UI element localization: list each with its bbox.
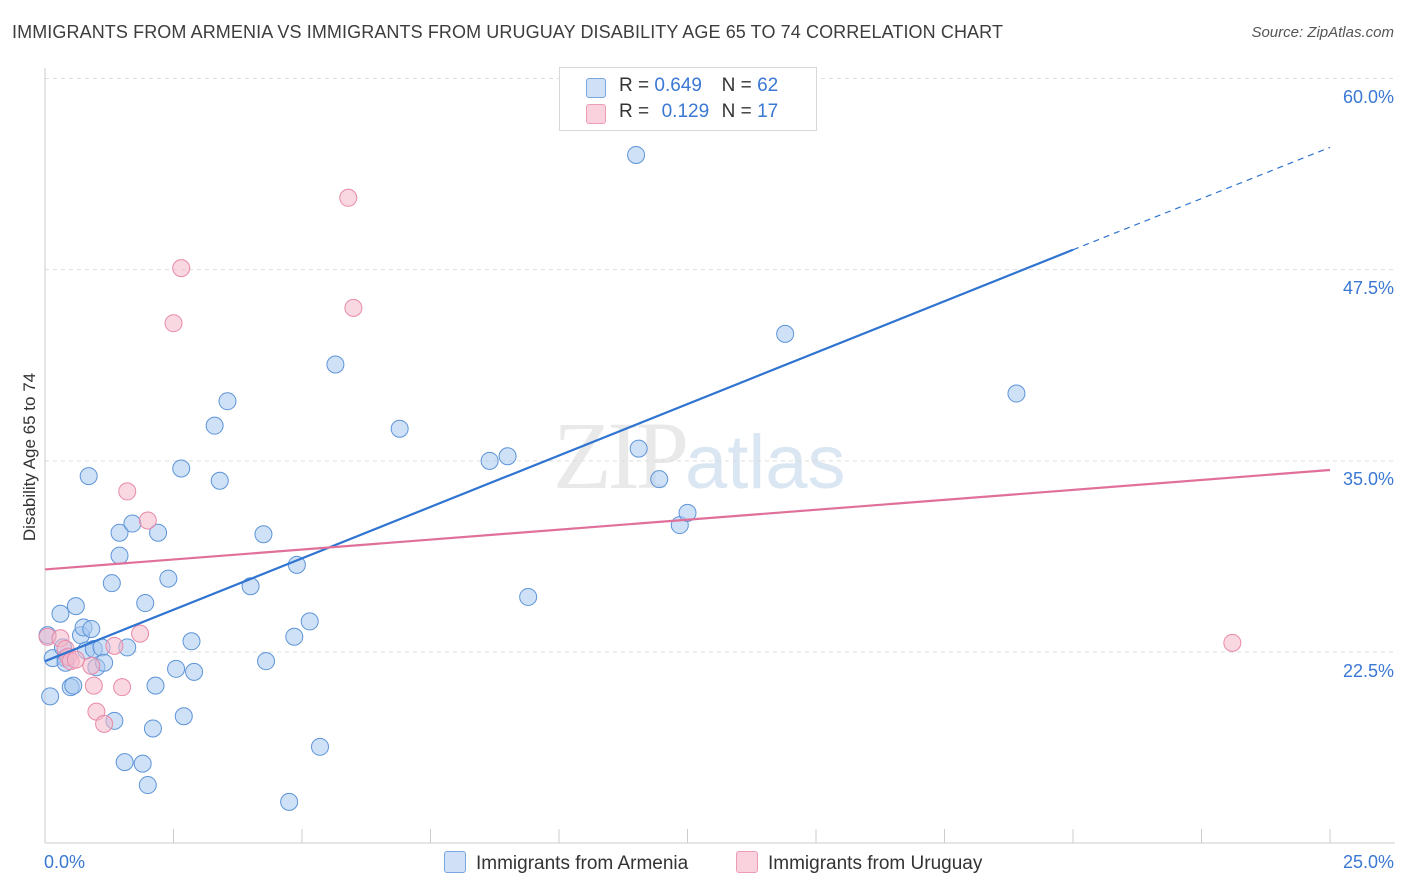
- armenia-point: [254, 525, 273, 544]
- legend-r-label: R =: [619, 75, 650, 96]
- armenia-point: [143, 719, 162, 738]
- armenia-point: [167, 659, 186, 678]
- armenia-point: [146, 676, 165, 695]
- watermark-zip: ZIP: [553, 402, 689, 509]
- armenia-point: [650, 470, 669, 489]
- uruguay-point: [138, 511, 157, 530]
- armenia-point: [627, 145, 646, 164]
- armenia-point: [66, 597, 85, 616]
- armenia-point: [498, 447, 517, 466]
- y-tick-label-35: 35.0%: [1342, 469, 1394, 489]
- armenia-point: [678, 503, 697, 522]
- armenia-point: [136, 594, 155, 613]
- x-tick-label-max: 25.0%: [1342, 852, 1394, 872]
- uruguay-point: [131, 624, 150, 643]
- armenia-point: [79, 467, 98, 486]
- uruguay-trendline: [44, 468, 1331, 571]
- armenia-point: [519, 587, 538, 606]
- y-tick-label-47-5: 47.5%: [1342, 278, 1394, 298]
- armenia-point: [210, 471, 229, 490]
- legend-n-label: N =: [721, 75, 752, 96]
- armenia-point: [110, 546, 129, 565]
- uruguay-point: [84, 676, 103, 695]
- armenia-point: [185, 662, 204, 681]
- armenia-point: [300, 612, 319, 631]
- legend-r-value: 0.129: [661, 101, 710, 122]
- y-tick-label-22-5: 22.5%: [1342, 661, 1394, 681]
- legend-text-armenia: R = 0.649 N = 62: [619, 75, 778, 97]
- uruguay-point: [113, 678, 132, 697]
- armenia-point: [64, 676, 83, 695]
- watermark: ZIPatlas: [553, 400, 846, 511]
- uruguay-point: [164, 314, 183, 333]
- bottom-legend-armenia: Immigrants from Armenia: [444, 851, 688, 875]
- armenia-point: [285, 627, 304, 646]
- armenia-point: [218, 392, 237, 411]
- armenia-point: [776, 324, 795, 343]
- armenia-point: [205, 416, 224, 435]
- armenia-point: [159, 569, 178, 588]
- uruguay-point: [105, 636, 124, 655]
- uruguay-point: [172, 259, 191, 278]
- uruguay-point: [95, 714, 114, 733]
- uruguay-point: [82, 656, 101, 675]
- watermark-atlas: atlas: [685, 420, 846, 505]
- armenia-point: [82, 620, 101, 639]
- legend-swatch-armenia: [586, 78, 606, 98]
- armenia-point: [172, 459, 191, 478]
- armenia-point: [629, 439, 648, 458]
- bottom-legend-label-armenia: Immigrants from Armenia: [476, 853, 689, 874]
- armenia-point: [257, 652, 276, 671]
- uruguay-point: [66, 650, 85, 669]
- bottom-legend-uruguay: Immigrants from Uruguay: [736, 851, 982, 875]
- correlation-legend: R = 0.649 N = 62 R = 0.129 N = 17: [559, 67, 817, 131]
- armenia-point: [115, 753, 134, 772]
- uruguay-point: [1223, 633, 1242, 652]
- armenia-point: [123, 514, 142, 533]
- uruguay-point: [344, 298, 363, 317]
- armenia-point: [102, 574, 121, 593]
- bottom-legend-swatch-armenia: [444, 851, 466, 873]
- armenia-point: [174, 707, 193, 726]
- armenia-point: [326, 355, 345, 374]
- armenia-trendline: [44, 248, 1074, 663]
- chart-title: IMMIGRANTS FROM ARMENIA VS IMMIGRANTS FR…: [12, 22, 1004, 42]
- source-credit: Source: ZipAtlas.com: [1251, 24, 1394, 41]
- legend-n-label: N =: [721, 101, 752, 122]
- armenia-point: [133, 754, 152, 773]
- armenia-point: [110, 523, 129, 542]
- armenia-point: [280, 792, 299, 811]
- armenia-point: [390, 419, 409, 438]
- bottom-legend-label-uruguay: Immigrants from Uruguay: [768, 853, 983, 874]
- legend-r-label: R =: [619, 101, 650, 122]
- bottom-legend-swatch-uruguay: [736, 851, 758, 873]
- legend-n-value: 62: [757, 75, 779, 96]
- legend-swatch-uruguay: [586, 104, 606, 124]
- armenia-point: [138, 776, 157, 795]
- armenia-point: [51, 604, 70, 623]
- x-tick-label-min: 0.0%: [44, 852, 86, 872]
- legend-n-value: 17: [757, 101, 779, 122]
- armenia-point: [1007, 384, 1026, 403]
- uruguay-point: [339, 188, 358, 207]
- y-tick-label-60: 60.0%: [1342, 87, 1394, 107]
- uruguay-point: [118, 482, 137, 501]
- armenia-point: [310, 737, 329, 756]
- armenia-point: [41, 687, 60, 706]
- armenia-point: [149, 523, 168, 542]
- armenia-point: [182, 632, 201, 651]
- armenia-point: [480, 451, 499, 470]
- legend-text-uruguay: R = 0.129 N = 17: [619, 101, 778, 123]
- legend-r-value: 0.649: [654, 75, 702, 96]
- armenia-trendline-extension: [1072, 146, 1331, 251]
